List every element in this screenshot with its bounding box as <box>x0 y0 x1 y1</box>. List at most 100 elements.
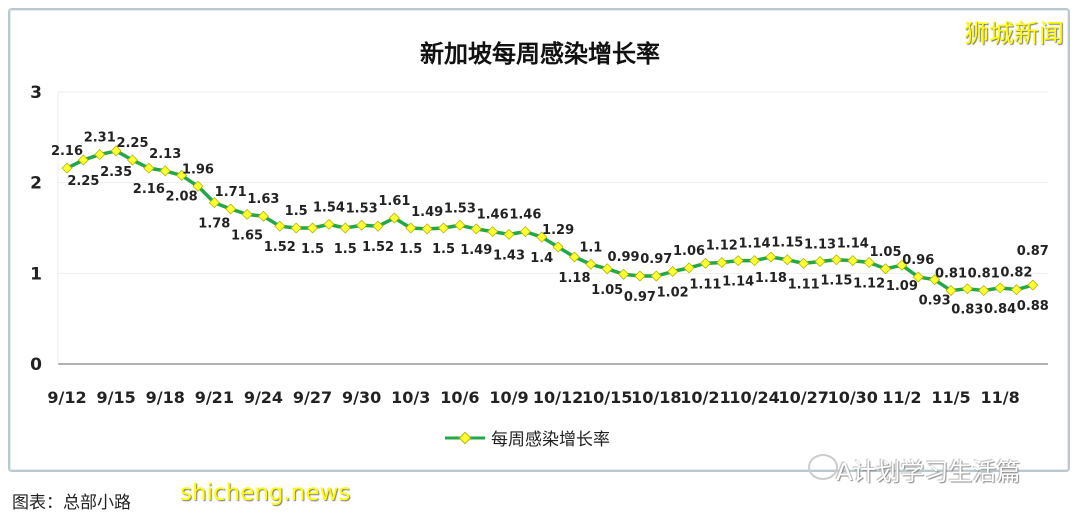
data-label: 1.29 <box>542 223 574 238</box>
data-label: 1.14 <box>722 275 754 290</box>
data-label: 1.05 <box>869 245 901 260</box>
data-label: 0.82 <box>1000 266 1032 281</box>
data-label: 1.46 <box>477 208 509 223</box>
data-label: 1.18 <box>755 271 787 286</box>
x-tick-label: 10/12 <box>533 388 583 407</box>
data-point <box>863 256 875 268</box>
y-tick-label: 2 <box>30 174 42 194</box>
data-point <box>388 212 400 224</box>
data-point <box>339 222 351 234</box>
x-tick-label: 10/18 <box>631 388 681 407</box>
data-point <box>225 203 237 215</box>
x-tick-label: 10/24 <box>729 388 779 407</box>
data-label: 1.49 <box>460 243 492 258</box>
data-label: 1.1 <box>579 240 602 255</box>
data-point <box>781 254 793 266</box>
data-point <box>568 251 580 263</box>
data-point <box>699 257 711 269</box>
data-label: 1.43 <box>493 248 525 263</box>
data-label: 1.71 <box>215 185 247 200</box>
data-point <box>912 271 924 283</box>
x-tick-label: 9/27 <box>293 388 332 407</box>
data-point <box>77 154 89 166</box>
data-point <box>176 169 188 181</box>
data-label: 2.25 <box>116 136 148 151</box>
data-label: 1.11 <box>788 277 820 292</box>
data-point <box>405 222 417 234</box>
y-tick-label: 0 <box>30 355 42 375</box>
data-label: 1.05 <box>591 283 623 298</box>
data-label: 2.16 <box>51 144 83 159</box>
data-point <box>945 285 957 297</box>
data-point <box>94 149 106 161</box>
data-label: 2.16 <box>133 182 165 197</box>
data-point <box>961 283 973 295</box>
x-tick-label: 10/3 <box>391 388 430 407</box>
data-label: 1.65 <box>231 228 263 243</box>
data-label: 1.09 <box>886 279 918 294</box>
data-label: 0.97 <box>624 290 656 305</box>
data-label: 1.02 <box>657 286 689 301</box>
image-credit: 图表：总部小路 <box>12 493 131 513</box>
data-point <box>437 222 450 234</box>
data-point <box>896 259 908 271</box>
data-point <box>929 274 941 286</box>
data-label: 0.96 <box>902 253 934 268</box>
data-point <box>667 266 679 278</box>
data-point <box>274 220 286 232</box>
legend-marker <box>458 431 472 445</box>
x-tick-label: 10/15 <box>582 388 632 407</box>
data-point <box>454 219 466 231</box>
data-point <box>487 226 499 238</box>
data-label: 0.93 <box>919 294 951 309</box>
data-point <box>143 162 155 174</box>
data-point <box>978 285 990 297</box>
data-label: 2.31 <box>84 131 116 146</box>
data-label: 1.11 <box>689 277 721 292</box>
data-label: 2.08 <box>166 189 198 204</box>
data-label: 1.4 <box>530 251 553 266</box>
data-point <box>749 255 761 267</box>
data-point <box>536 231 548 243</box>
data-label: 1.53 <box>444 201 476 216</box>
data-point <box>241 208 253 220</box>
data-point <box>618 268 630 280</box>
x-tick-label: 9/18 <box>146 388 185 407</box>
data-point <box>847 255 859 267</box>
data-label: 2.13 <box>149 147 181 162</box>
data-label: 2.25 <box>67 174 99 189</box>
x-tick-label: 9/30 <box>342 388 381 407</box>
data-label: 1.5 <box>432 242 455 257</box>
data-point <box>257 210 269 222</box>
data-point <box>470 223 482 235</box>
data-point <box>634 270 646 282</box>
data-label: 1.96 <box>182 162 214 177</box>
x-tick-label: 11/8 <box>980 388 1019 407</box>
data-label: 1.14 <box>739 237 771 252</box>
data-label: 1.52 <box>264 240 296 255</box>
data-label: 0.97 <box>640 252 672 267</box>
watermark-site: shicheng.news <box>180 480 351 506</box>
data-point <box>732 255 744 267</box>
data-label: 1.5 <box>285 204 308 219</box>
data-label: 1.53 <box>346 201 378 216</box>
chart-title: 新加坡每周感染增长率 <box>420 40 660 68</box>
x-tick-label: 10/6 <box>440 388 479 407</box>
x-tick-label: 10/27 <box>778 388 828 407</box>
data-label: 1.49 <box>411 205 443 220</box>
x-tick-label: 9/24 <box>244 388 283 407</box>
y-tick-label: 3 <box>30 83 42 103</box>
legend-label: 每周感染增长率 <box>491 430 610 450</box>
data-label: 1.12 <box>853 276 885 291</box>
data-point <box>879 263 892 275</box>
data-point <box>830 254 842 266</box>
x-tick-label: 10/30 <box>828 388 878 407</box>
data-label: 0.83 <box>951 303 983 318</box>
data-point <box>290 222 302 234</box>
data-point <box>519 226 531 238</box>
x-tick-label: 9/12 <box>47 388 86 407</box>
data-point <box>650 270 662 282</box>
data-point <box>765 251 777 263</box>
data-label: 1.78 <box>198 217 230 232</box>
legend: 每周感染增长率 <box>445 430 610 450</box>
